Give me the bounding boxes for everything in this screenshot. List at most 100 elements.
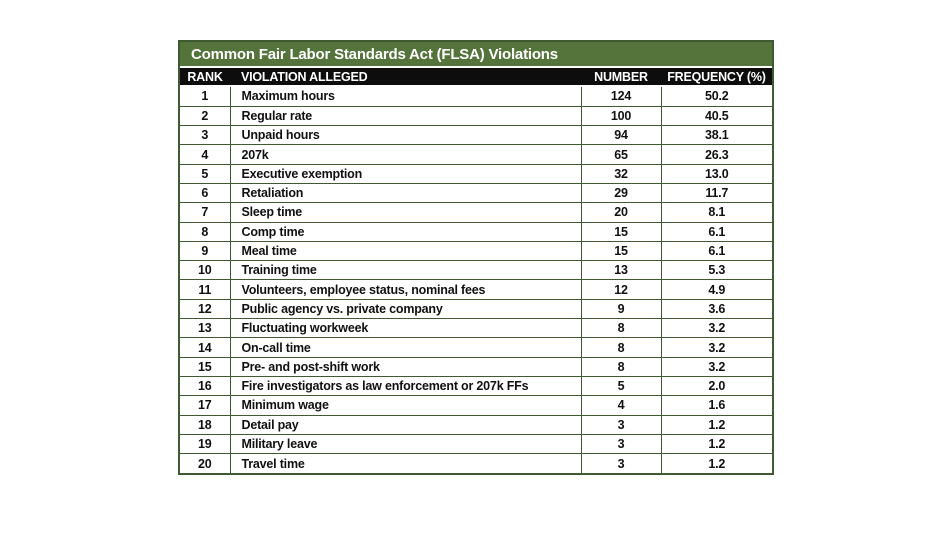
cell-number: 15: [580, 240, 662, 262]
cell-frequency: 3.2: [660, 337, 773, 358]
table-row: 4 207k 65 26.3: [179, 144, 773, 165]
table-row: 15 Pre- and post-shift work 8 3.2: [179, 356, 773, 377]
cell-violation: Retaliation: [229, 182, 582, 204]
cell-rank: 12: [179, 298, 231, 320]
cell-number: 5: [580, 375, 662, 397]
cell-number: 8: [580, 318, 662, 339]
table-row: 13 Fluctuating workweek 8 3.2: [179, 318, 773, 339]
table-row: 17 Minimum wage 4 1.6: [179, 395, 773, 416]
cell-frequency: 8.1: [660, 202, 773, 223]
flsa-violations-table: Common Fair Labor Standards Act (FLSA) V…: [178, 40, 774, 475]
cell-violation: Meal time: [229, 240, 582, 262]
table-row: 1 Maximum hours 124 50.2: [179, 86, 773, 107]
cell-frequency: 1.2: [660, 414, 773, 435]
table-title-bar: Common Fair Labor Standards Act (FLSA) V…: [180, 42, 772, 68]
cell-frequency: 1.6: [660, 395, 773, 416]
cell-frequency: 6.1: [660, 240, 773, 262]
cell-number: 3: [580, 433, 662, 455]
table-header-row: RANK VIOLATION ALLEGED NUMBER FREQUENCY …: [180, 68, 772, 87]
column-header-rank: RANK: [187, 70, 223, 84]
cell-rank: 3: [179, 125, 231, 146]
cell-number: 13: [580, 260, 662, 281]
table-row: 14 On-call time 8 3.2: [179, 337, 773, 358]
cell-rank: 20: [179, 453, 231, 474]
table-row: 2 Regular rate 100 40.5: [179, 105, 773, 127]
cell-number: 8: [580, 356, 662, 377]
cell-rank: 8: [179, 221, 231, 242]
cell-frequency: 13.0: [660, 163, 773, 184]
cell-violation: Fluctuating workweek: [229, 318, 582, 339]
cell-frequency: 4.9: [660, 279, 773, 300]
table-row: 11 Volunteers, employee status, nominal f…: [179, 279, 773, 300]
cell-frequency: 1.2: [660, 453, 773, 474]
cell-rank: 13: [179, 318, 231, 339]
cell-frequency: 3.2: [660, 356, 773, 377]
cell-rank: 19: [179, 433, 231, 455]
cell-number: 100: [580, 105, 662, 127]
table-row: 6 Retaliation 29 11.7: [179, 182, 773, 204]
table-row: 5 Executive exemption 32 13.0: [179, 163, 773, 184]
cell-violation: Travel time: [229, 453, 582, 474]
cell-number: 29: [580, 182, 662, 204]
table-title: Common Fair Labor Standards Act (FLSA) V…: [191, 46, 558, 63]
cell-rank: 9: [179, 240, 231, 262]
cell-number: 20: [580, 202, 662, 223]
cell-frequency: 1.2: [660, 433, 773, 455]
cell-violation: Sleep time: [229, 202, 582, 223]
cell-number: 3: [580, 453, 662, 474]
cell-rank: 17: [179, 395, 231, 416]
cell-rank: 4: [179, 144, 231, 165]
cell-violation: Minimum wage: [229, 395, 582, 416]
table-row: 18 Detail pay 3 1.2: [179, 414, 773, 435]
cell-number: 32: [580, 163, 662, 184]
cell-rank: 18: [179, 414, 231, 435]
column-header-frequency: FREQUENCY (%): [667, 70, 766, 84]
cell-frequency: 26.3: [660, 144, 773, 165]
cell-number: 94: [580, 125, 662, 146]
cell-rank: 6: [179, 182, 231, 204]
cell-violation: Military leave: [229, 433, 582, 455]
cell-rank: 7: [179, 202, 231, 223]
cell-frequency: 40.5: [660, 105, 773, 127]
cell-number: 9: [580, 298, 662, 320]
cell-frequency: 11.7: [660, 182, 773, 204]
table-row: 12 Public agency vs. private company 9 3.6: [179, 298, 773, 320]
cell-frequency: 3.2: [660, 318, 773, 339]
cell-violation: Maximum hours: [229, 86, 582, 107]
violations-data-table: 1 Maximum hours 124 50.2 2 Regular rate 100 40.…: [179, 86, 773, 474]
cell-rank: 2: [179, 105, 231, 127]
cell-number: 65: [580, 144, 662, 165]
table-row: 9 Meal time 15 6.1: [179, 240, 773, 262]
cell-violation: Training time: [229, 260, 582, 281]
cell-violation: Volunteers, employee status, nominal fee…: [229, 279, 582, 300]
table-row: 20 Travel time 3 1.2: [179, 453, 773, 474]
cell-violation: Executive exemption: [229, 163, 582, 184]
table-row: 8 Comp time 15 6.1: [179, 221, 773, 242]
cell-rank: 11: [179, 279, 231, 300]
cell-rank: 16: [179, 375, 231, 397]
cell-violation: Comp time: [229, 221, 582, 242]
cell-violation: 207k: [229, 144, 582, 165]
cell-frequency: 5.3: [660, 260, 773, 281]
cell-frequency: 38.1: [660, 125, 773, 146]
cell-rank: 5: [179, 163, 231, 184]
cell-violation: Fire investigators as law enforcement or…: [229, 375, 582, 397]
table-row: 10 Training time 13 5.3: [179, 260, 773, 281]
cell-number: 15: [580, 221, 662, 242]
cell-rank: 1: [179, 86, 231, 107]
cell-violation: Regular rate: [229, 105, 582, 127]
cell-frequency: 2.0: [660, 375, 773, 397]
cell-number: 124: [580, 86, 662, 107]
table-row: 19 Military leave 3 1.2: [179, 433, 773, 455]
cell-frequency: 6.1: [660, 221, 773, 242]
table-row: 3 Unpaid hours 94 38.1: [179, 125, 773, 146]
cell-violation: Detail pay: [229, 414, 582, 435]
cell-number: 3: [580, 414, 662, 435]
cell-violation: On-call time: [229, 337, 582, 358]
cell-frequency: 3.6: [660, 298, 773, 320]
cell-violation: Pre- and post-shift work: [229, 356, 582, 377]
cell-number: 8: [580, 337, 662, 358]
column-header-number: NUMBER: [594, 70, 648, 84]
cell-number: 12: [580, 279, 662, 300]
column-header-violation-alleged: VIOLATION ALLEGED: [241, 70, 368, 84]
